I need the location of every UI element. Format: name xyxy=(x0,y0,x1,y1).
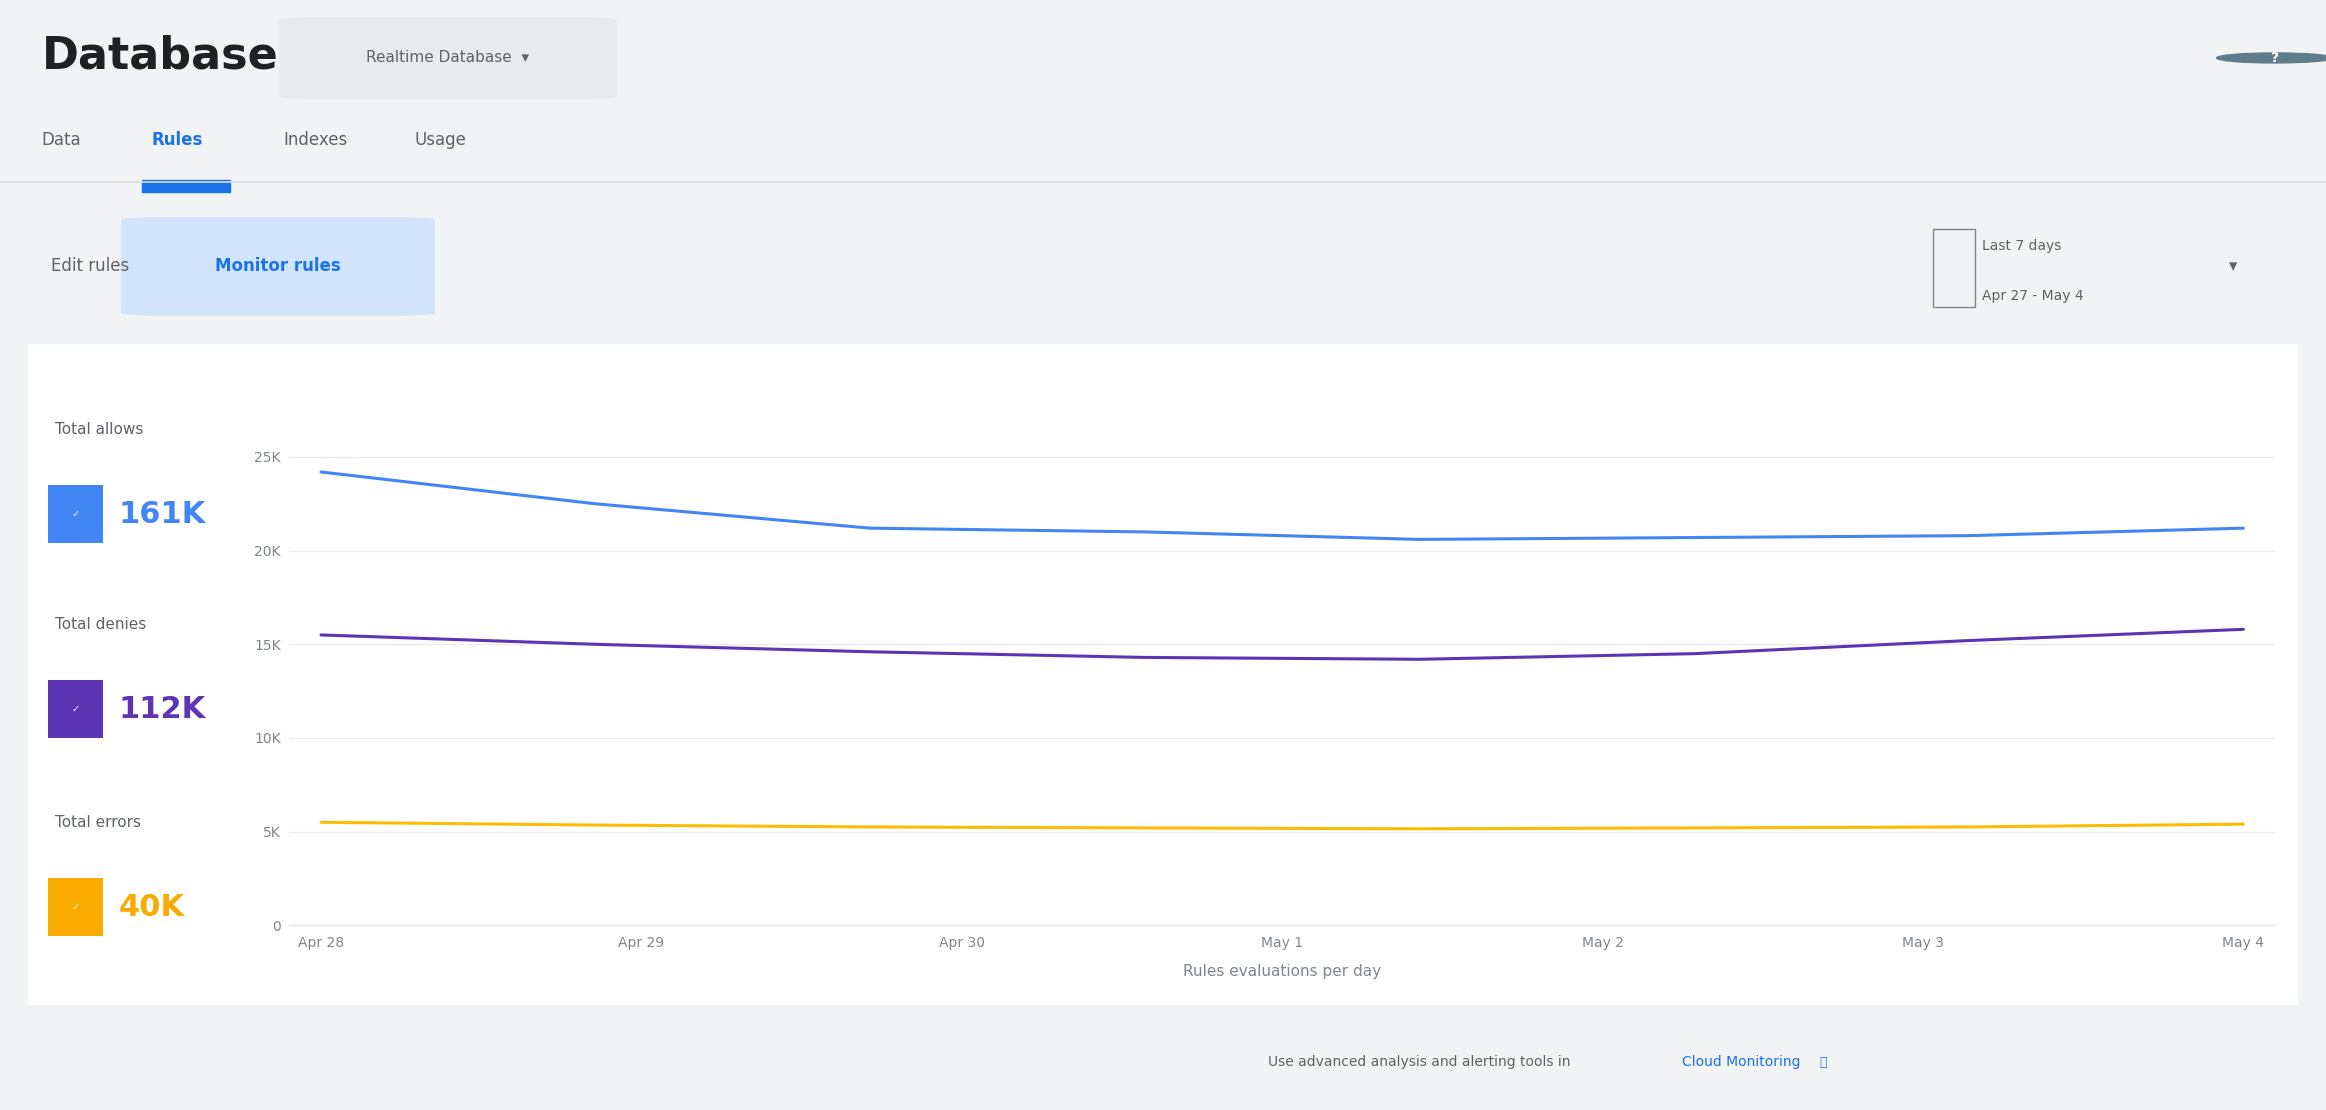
Text: Apr 27 - May 4: Apr 27 - May 4 xyxy=(1982,289,2084,303)
Text: Indexes: Indexes xyxy=(284,131,349,149)
Text: Usage: Usage xyxy=(414,131,465,149)
FancyBboxPatch shape xyxy=(121,218,435,315)
FancyBboxPatch shape xyxy=(279,17,616,99)
Text: Last 7 days: Last 7 days xyxy=(1982,240,2061,253)
Text: Cloud Monitoring: Cloud Monitoring xyxy=(1682,1054,1800,1069)
Text: Total errors: Total errors xyxy=(56,816,142,830)
X-axis label: Rules evaluations per day: Rules evaluations per day xyxy=(1184,965,1382,979)
Text: ⧉: ⧉ xyxy=(1819,1056,1826,1069)
Text: ✓: ✓ xyxy=(72,705,79,715)
Circle shape xyxy=(2217,53,2326,63)
Text: 40K: 40K xyxy=(119,892,184,922)
Text: Data: Data xyxy=(42,131,81,149)
FancyBboxPatch shape xyxy=(49,680,102,738)
FancyBboxPatch shape xyxy=(49,878,102,936)
Text: Use advanced analysis and alerting tools in: Use advanced analysis and alerting tools… xyxy=(1268,1054,1575,1069)
Text: ?: ? xyxy=(2270,51,2279,65)
Text: 161K: 161K xyxy=(119,500,207,529)
Bar xyxy=(142,180,230,192)
Text: 112K: 112K xyxy=(119,695,207,724)
Text: Rules: Rules xyxy=(151,131,202,149)
Text: Total allows: Total allows xyxy=(56,423,144,437)
FancyBboxPatch shape xyxy=(16,341,2310,1008)
Text: Monitor rules: Monitor rules xyxy=(214,258,342,275)
Text: Total denies: Total denies xyxy=(56,617,147,633)
Text: ✓: ✓ xyxy=(72,509,79,519)
Text: Realtime Database  ▾: Realtime Database ▾ xyxy=(365,50,530,65)
FancyBboxPatch shape xyxy=(49,485,102,543)
Text: Edit rules: Edit rules xyxy=(51,258,130,275)
Text: ▾: ▾ xyxy=(2228,258,2238,275)
Text: Database: Database xyxy=(42,34,279,78)
Text: ✓: ✓ xyxy=(72,902,79,912)
